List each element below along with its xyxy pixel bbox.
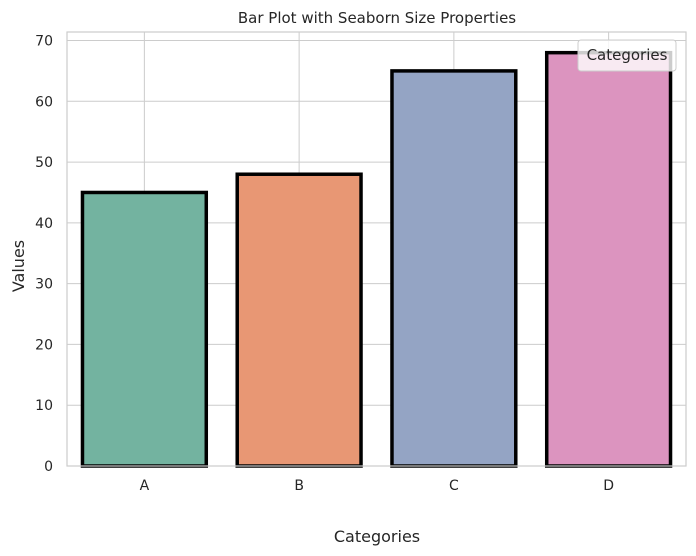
y-tick-label: 60 [35, 94, 53, 110]
bar-A [80, 190, 209, 468]
legend-title: Categories [587, 46, 668, 64]
x-axis-label: Categories [334, 527, 420, 546]
y-tick-label: 30 [35, 277, 53, 293]
y-tick-label: 0 [44, 459, 53, 475]
y-tick-label: 70 [35, 34, 53, 50]
y-tick-label: 40 [35, 216, 53, 232]
bar-C [390, 69, 518, 468]
x-tick-label: A [140, 478, 150, 494]
y-tick-label: 10 [35, 398, 53, 414]
y-tick-label: 50 [35, 155, 53, 171]
y-tick-label: 20 [35, 337, 53, 353]
bar-B [235, 172, 363, 468]
y-axis-label: Values [9, 240, 28, 292]
legend: Categories [577, 39, 677, 72]
x-tick-label: C [449, 478, 459, 494]
axes-frame [66, 31, 687, 467]
bar-D [544, 50, 673, 468]
x-tick-label: B [294, 478, 304, 494]
plot-area: 0 10 20 30 40 50 60 70 A B C D [35, 31, 687, 494]
x-tick-label: D [603, 478, 614, 494]
chart-title: Bar Plot with Seaborn Size Properties [238, 9, 516, 27]
legend-box [577, 39, 677, 72]
